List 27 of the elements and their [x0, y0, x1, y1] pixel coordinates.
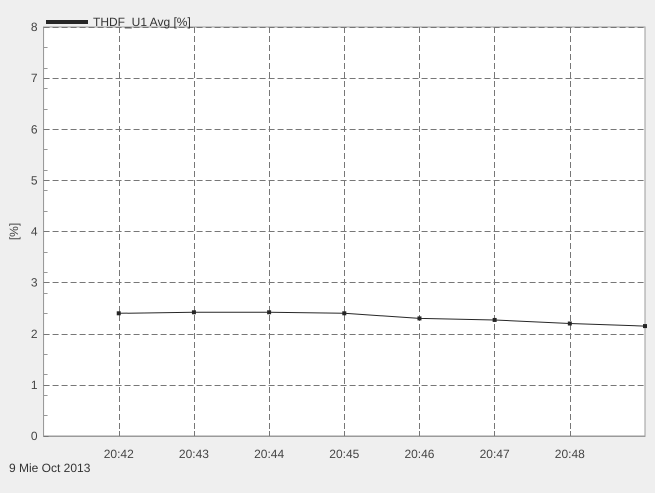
text: 9 Mie Oct 2013 [9, 461, 91, 475]
y-tick-label: 6 [30, 122, 38, 136]
y-tick-label: 2 [30, 326, 38, 341]
point [116, 311, 121, 316]
y-tick-label: 0 [30, 429, 38, 443]
y-tick-label: 4 [30, 224, 38, 238]
y-tick-label: 8 [30, 20, 38, 34]
y-tick-label: 1 [30, 378, 38, 392]
point [492, 318, 497, 322]
x-tick-label: 20:44 [254, 447, 284, 461]
point [417, 316, 422, 320]
point [568, 322, 572, 326]
x-tick-label: 20:46 [404, 447, 435, 461]
x-tick-label: 20:45 [329, 447, 360, 461]
point [643, 324, 647, 328]
x-tick-label: 20:43 [178, 447, 210, 461]
point [267, 310, 272, 314]
y-axis-title: [%] [7, 222, 21, 240]
x-tick-label: 20:47 [480, 447, 510, 461]
x-tick-label: 20:48 [554, 447, 586, 461]
x-tick-label: 20:42 [104, 447, 134, 461]
point [342, 311, 346, 316]
y-tick-label: 5 [30, 173, 38, 188]
y-tick-label: 3 [30, 276, 38, 290]
legend-label: THDF_U1 Avg [%] [93, 15, 191, 29]
y-tick-label: 7 [30, 71, 38, 86]
point [192, 310, 196, 314]
